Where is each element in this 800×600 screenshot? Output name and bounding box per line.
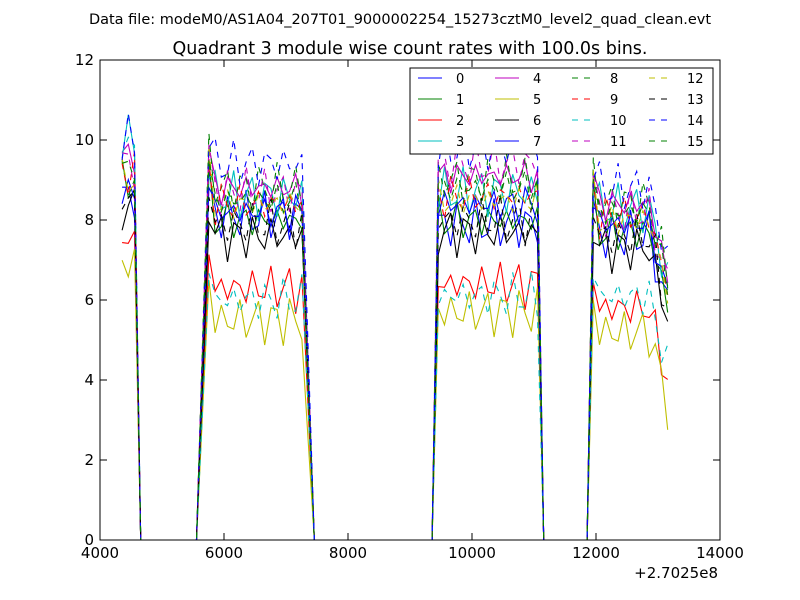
legend-label-11: 11 bbox=[610, 135, 627, 150]
series-12-line bbox=[121, 146, 669, 541]
legend-label-1: 1 bbox=[456, 93, 464, 108]
legend-label-8: 8 bbox=[610, 72, 618, 87]
chart-title: Quadrant 3 module wise count rates with … bbox=[173, 39, 648, 59]
legend-label-0: 0 bbox=[456, 72, 464, 87]
y-tick-label: 10 bbox=[75, 131, 94, 149]
series-layer bbox=[121, 113, 669, 541]
dashed-series-group bbox=[121, 113, 669, 541]
y-tick-label: 8 bbox=[84, 211, 94, 229]
legend-label-3: 3 bbox=[456, 135, 464, 150]
legend-label-5: 5 bbox=[533, 93, 541, 108]
series-13-line bbox=[121, 189, 668, 541]
y-tick-label: 0 bbox=[84, 531, 94, 549]
legend-label-15: 15 bbox=[687, 135, 704, 150]
series-7-line bbox=[121, 177, 669, 541]
legend-label-9: 9 bbox=[610, 93, 618, 108]
series-15-line bbox=[121, 159, 669, 541]
series-6-line bbox=[121, 188, 669, 541]
series-5-line bbox=[121, 248, 669, 541]
series-2-line bbox=[122, 230, 669, 541]
y-tick-label: 4 bbox=[84, 371, 94, 389]
series-10-line bbox=[121, 136, 669, 541]
y-tick-label: 6 bbox=[84, 291, 94, 309]
legend-label-6: 6 bbox=[533, 114, 541, 129]
y-tick-label: 2 bbox=[84, 451, 94, 469]
figure-suptitle: Data file: modeM0/AS1A04_207T01_90000022… bbox=[89, 12, 711, 28]
legend-label-4: 4 bbox=[533, 72, 541, 87]
x-offset-label: +2.7025e8 bbox=[634, 564, 718, 582]
series-11-line bbox=[121, 137, 669, 541]
y-tick-label: 12 bbox=[75, 51, 94, 69]
legend-box bbox=[409, 67, 714, 155]
x-tick-label: 6000 bbox=[205, 544, 243, 562]
legend-label-10: 10 bbox=[610, 114, 627, 129]
x-tick-label: 8000 bbox=[329, 544, 367, 562]
x-tick-label: 10000 bbox=[448, 544, 496, 562]
legend-label-14: 14 bbox=[687, 114, 704, 129]
legend-label-12: 12 bbox=[687, 72, 704, 87]
x-tick-label: 12000 bbox=[572, 544, 620, 562]
legend-label-13: 13 bbox=[687, 93, 704, 108]
legend-label-7: 7 bbox=[533, 135, 541, 150]
legend-label-2: 2 bbox=[456, 114, 464, 129]
x-tick-label: 4000 bbox=[81, 544, 119, 562]
series-4-line bbox=[121, 142, 669, 541]
x-tick-label: 14000 bbox=[696, 544, 744, 562]
series-3-line bbox=[121, 114, 669, 541]
series-8-line bbox=[121, 133, 669, 541]
series-1-line bbox=[121, 158, 669, 541]
series-14-line bbox=[121, 113, 669, 541]
